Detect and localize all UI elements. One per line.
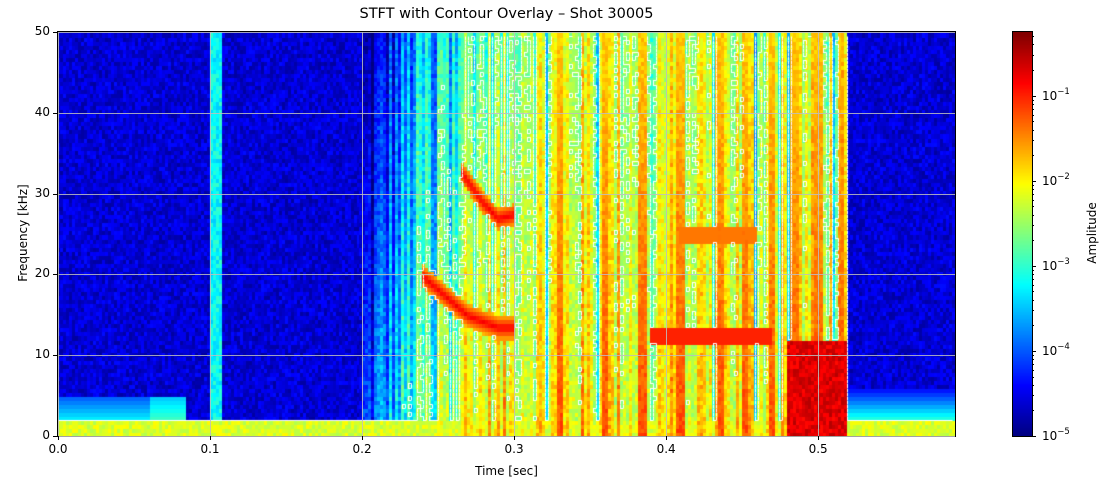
y-tick — [53, 112, 57, 114]
grid-line-horizontal — [58, 32, 955, 33]
colorbar-minor-tick — [1032, 384, 1034, 386]
grid-line-horizontal — [58, 436, 955, 437]
colorbar-minor-tick — [1032, 376, 1034, 378]
colorbar-tick — [1032, 265, 1036, 267]
colorbar-minor-tick — [1032, 359, 1034, 361]
spectrogram-heatmap — [58, 32, 955, 436]
y-tick-label: 30 — [34, 185, 50, 200]
colorbar-minor-tick — [1032, 310, 1034, 312]
x-axis-label: Time [sec] — [475, 464, 538, 478]
grid-line-horizontal — [58, 112, 955, 114]
colorbar-tick-label: 10−2 — [1042, 171, 1070, 188]
grid-line-horizontal — [58, 274, 955, 276]
y-axis-label: Frequency [kHz] — [16, 184, 30, 282]
colorbar-minor-tick — [1032, 193, 1034, 195]
chart-title: STFT with Contour Overlay – Shot 30005 — [359, 6, 654, 22]
colorbar-minor-tick — [1032, 269, 1034, 271]
grid-line-vertical — [514, 32, 516, 436]
colorbar-label: Amplitude — [1085, 202, 1099, 264]
y-tick-label: 20 — [34, 266, 50, 281]
grid-line-vertical — [362, 32, 364, 436]
grid-line-horizontal — [58, 193, 955, 195]
colorbar-minor-tick — [1032, 99, 1034, 101]
colorbar-tick-label: 10−4 — [1042, 341, 1070, 358]
y-tick — [53, 32, 57, 33]
y-tick-label: 40 — [34, 104, 50, 119]
colorbar-minor-tick — [1032, 325, 1034, 327]
colorbar-minor-tick — [1032, 70, 1034, 72]
x-tick-label: 0.2 — [352, 442, 372, 456]
colorbar-minor-tick — [1032, 129, 1034, 131]
grid-line-vertical — [58, 32, 59, 436]
colorbar-minor-tick — [1032, 284, 1034, 286]
colorbar-minor-tick — [1032, 103, 1034, 105]
y-tick — [53, 274, 57, 276]
colorbar-minor-tick — [1032, 44, 1034, 46]
colorbar-minor-tick — [1032, 108, 1034, 110]
colorbar-minor-tick — [1032, 354, 1034, 356]
colorbar-minor-tick — [1032, 395, 1034, 397]
x-tick — [58, 436, 59, 440]
colorbar-minor-tick — [1032, 299, 1034, 301]
y-tick — [53, 193, 57, 195]
colorbar-minor-tick — [1032, 410, 1034, 412]
colorbar-tick-label: 10−3 — [1042, 256, 1070, 273]
colorbar-minor-tick — [1032, 199, 1034, 201]
x-tick — [362, 436, 364, 440]
grid-line-vertical — [210, 32, 212, 436]
colorbar-minor-tick — [1032, 279, 1034, 280]
spectrogram-plot-area — [57, 31, 956, 437]
y-tick-label: 0 — [42, 428, 50, 442]
colorbar-tick-label: 10−5 — [1042, 427, 1070, 443]
y-tick — [53, 436, 57, 437]
y-tick-label: 10 — [34, 347, 50, 362]
colorbar-tick-label: 10−1 — [1042, 86, 1070, 103]
y-tick-label: 50 — [34, 24, 50, 38]
colorbar-tick — [1032, 95, 1036, 97]
grid-line-horizontal — [58, 355, 955, 357]
y-tick — [53, 355, 57, 357]
colorbar-minor-tick — [1032, 55, 1034, 57]
colorbar-minor-tick — [1032, 184, 1034, 186]
colorbar-minor-tick — [1032, 369, 1034, 371]
x-tick-label: 0.3 — [504, 442, 524, 456]
colorbar-minor-tick — [1032, 364, 1034, 366]
x-tick — [210, 436, 212, 440]
colorbar-minor-tick — [1032, 240, 1034, 242]
colorbar-tick — [1032, 436, 1036, 437]
x-tick — [666, 436, 668, 440]
x-tick-label: 0.4 — [656, 442, 676, 456]
colorbar-minor-tick — [1032, 121, 1034, 123]
x-tick-label: 0.0 — [48, 442, 68, 456]
x-tick-label: 0.5 — [808, 442, 828, 456]
grid-line-vertical — [666, 32, 668, 436]
colorbar-minor-tick — [1032, 206, 1034, 208]
colorbar-tick — [1032, 180, 1036, 182]
colorbar-minor-tick — [1032, 291, 1034, 293]
colorbar-gradient — [1013, 32, 1032, 436]
colorbar-minor-tick — [1032, 140, 1034, 142]
colorbar-minor-tick — [1032, 214, 1034, 216]
colorbar-tick — [1032, 350, 1036, 352]
colorbar-minor-tick — [1032, 155, 1034, 157]
colorbar-minor-tick — [1032, 274, 1034, 276]
x-tick-label: 0.1 — [200, 442, 220, 456]
colorbar-minor-tick — [1032, 36, 1034, 38]
colorbar-minor-tick — [1032, 225, 1034, 227]
x-tick — [818, 436, 820, 440]
colorbar — [1012, 31, 1033, 437]
grid-line-vertical — [818, 32, 820, 436]
colorbar-minor-tick — [1032, 114, 1034, 116]
colorbar-minor-tick — [1032, 188, 1034, 190]
x-tick — [514, 436, 516, 440]
